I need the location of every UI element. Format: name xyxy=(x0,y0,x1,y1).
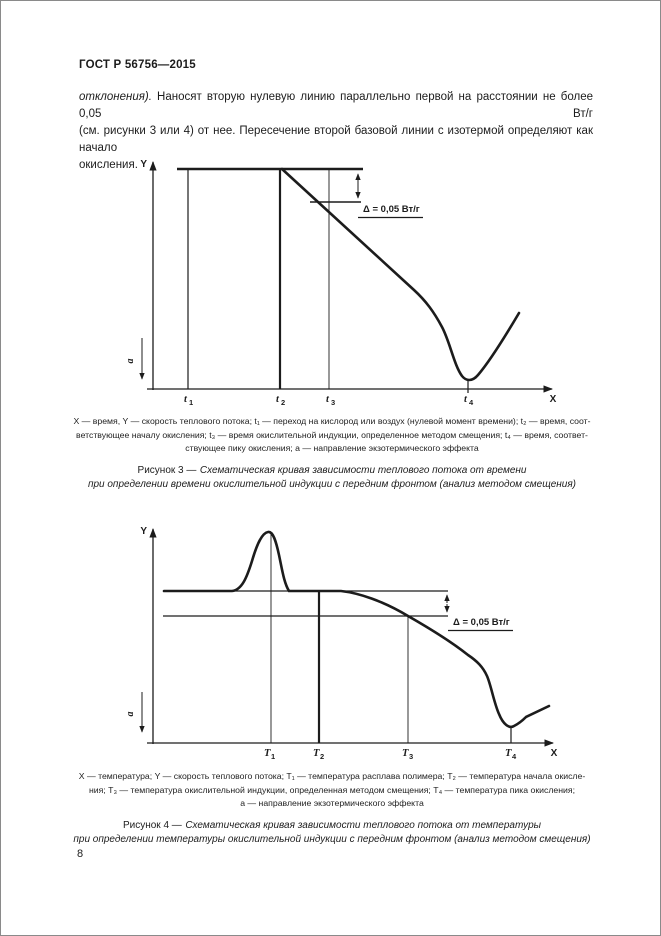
fig3-tick-t2-sub: 2 xyxy=(281,398,285,407)
figure4-caption-number: Рисунок 4 — xyxy=(122,820,182,831)
fig3-y-axis-label: Y xyxy=(140,159,147,170)
fig4-heat-flow-curve xyxy=(162,530,551,729)
fig4-tick-T2: T xyxy=(313,748,320,759)
fig3-tick-t3: t xyxy=(326,394,330,405)
fig4-tick-T4-sub: 4 xyxy=(512,752,517,761)
fig4-exotherm-label: а xyxy=(125,712,136,717)
legend-line: ния; T₃ — температура окислительной инду… xyxy=(88,784,576,795)
figure3-caption-number: Рисунок 3 — xyxy=(137,465,197,476)
fig4-tick-T1-sub: 1 xyxy=(271,752,275,761)
figure4-diagram: Y X Δ = 0,05 Вт/г а T 1 T 2 T 3 T 4 xyxy=(125,526,558,761)
fig3-x-axis-label: X xyxy=(550,394,557,405)
figure3-diagram: Y X Δ = 0,05 Вт/г а t 1 t 2 t 3 t 4 xyxy=(125,159,557,407)
fig3-tick-t1: t xyxy=(184,394,188,405)
fig3-tick-t4-sub: 4 xyxy=(469,398,474,407)
paragraph-line: отклонения). Наносят вторую нулевую лини… xyxy=(79,89,593,123)
fig3-tick-t1-sub: 1 xyxy=(189,398,193,407)
figure4-caption-title: Схематическая кривая зависимости теплово… xyxy=(185,820,542,831)
figure3-caption: Рисунок 3 — Схематическая кривая зависимо… xyxy=(67,464,597,491)
fig3-tick-t4: t xyxy=(464,394,468,405)
figure4-caption-line2: при определении температуры окислительно… xyxy=(73,833,591,845)
page-number: 8 xyxy=(77,848,84,860)
legend-line: ветствующее началу окисления; t₃ — время… xyxy=(76,429,588,440)
figure3-caption-line2: при определении времени окислительной ин… xyxy=(87,478,577,490)
fig4-tick-T1: T xyxy=(264,748,271,759)
page-header: ГОСТ Р 56756—2015 xyxy=(79,59,196,71)
fig4-tick-T3: T xyxy=(402,748,409,759)
paragraph-line: (см. рисунки 3 или 4) от нее. Пересечени… xyxy=(79,125,593,154)
fig4-tick-T4: T xyxy=(505,748,512,759)
figure4-legend: X — температура; Y — скорость теплового … xyxy=(67,770,597,811)
legend-line: X — время, Y — скорость теплового потока… xyxy=(73,416,591,426)
fig3-tick-t2: t xyxy=(276,394,280,405)
figure3-legend: X — время, Y — скорость теплового потока… xyxy=(67,415,597,456)
fig3-tick-t3-sub: 3 xyxy=(331,398,335,407)
fig4-tick-T2-sub: 2 xyxy=(320,752,324,761)
fig4-tick-T3-sub: 3 xyxy=(409,752,413,761)
legend-line: ствующее пику окисления; а — направление… xyxy=(185,443,479,454)
figure3-caption-line1: Рисунок 3 — Схематическая кривая зависимо… xyxy=(67,464,597,478)
fig4-y-axis-label: Y xyxy=(140,526,147,537)
figure4-caption-line1: Рисунок 4 — Схематическая кривая зависимо… xyxy=(67,819,597,833)
intro-paragraph: отклонения). Наносят вторую нулевую лини… xyxy=(79,89,593,174)
figure4-caption: Рисунок 4 — Схематическая кривая зависимо… xyxy=(67,819,597,846)
fig4-x-axis-label: X xyxy=(551,748,558,759)
legend-line: а — направление экзотермического эффекта xyxy=(240,798,424,809)
fig4-delta-label: Δ = 0,05 Вт/г xyxy=(453,617,510,628)
fig3-exotherm-label: а xyxy=(125,359,136,364)
paragraph-line: окисления. xyxy=(79,159,138,171)
figure3-caption-title: Схематическая кривая зависимости теплово… xyxy=(199,465,527,476)
fig3-delta-label: Δ = 0,05 Вт/г xyxy=(363,204,420,215)
paragraph-italic-lead: отклонения). xyxy=(79,91,152,103)
legend-line: X — температура; Y — скорость теплового … xyxy=(78,771,586,781)
fig3-heat-flow-curve xyxy=(280,167,521,382)
paragraph-text: Наносят вторую нулевую линию параллельно… xyxy=(79,91,593,120)
